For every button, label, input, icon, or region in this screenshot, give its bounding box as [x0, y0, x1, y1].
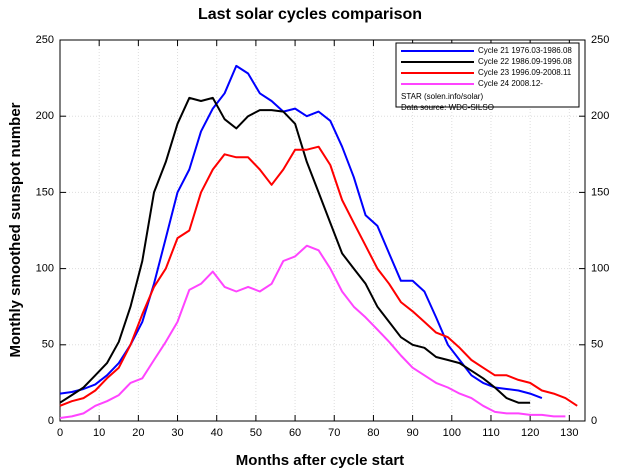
y2-tick-label: 200: [591, 110, 609, 122]
y-tick-label: 100: [36, 263, 54, 275]
y-tick-label: 200: [36, 110, 54, 122]
series-line: [59, 64, 543, 400]
y2-tick-label: 50: [591, 339, 603, 351]
y2-tick-label: 0: [591, 415, 597, 427]
x-tick-label: 0: [57, 427, 63, 439]
x-tick-label: 110: [482, 427, 500, 439]
x-tick-label: 70: [328, 427, 340, 439]
y-axis-label: Monthly smoothed sunspot number: [7, 102, 24, 357]
y2-tick-label: 250: [591, 34, 609, 46]
x-axis-label: Months after cycle start: [236, 452, 404, 469]
series-line: [59, 244, 566, 419]
legend-label: Cycle 24 2008.12-: [478, 79, 543, 88]
legend-label: Cycle 21 1976.03-1986.08: [478, 46, 572, 55]
y2-tick-label: 100: [591, 263, 609, 275]
x-tick-label: 10: [93, 427, 105, 439]
x-tick-label: 90: [406, 427, 418, 439]
x-tick-label: 130: [560, 427, 578, 439]
y-tick-label: 150: [36, 186, 54, 198]
annotation: Data source: WDC-SILSO: [401, 103, 494, 112]
y-tick-label: 250: [36, 34, 54, 46]
x-tick-label: 60: [289, 427, 301, 439]
legend-label: Cycle 23 1996.09-2008.11: [478, 68, 572, 77]
legend-label: Cycle 22 1986.09-1996.08: [478, 57, 572, 66]
chart-title: Last solar cycles comparison: [198, 6, 422, 23]
y-tick-label: 50: [42, 339, 54, 351]
y-tick-label: 0: [48, 415, 54, 427]
series-line: [59, 96, 531, 404]
x-tick-label: 30: [171, 427, 183, 439]
x-tick-label: 40: [211, 427, 223, 439]
x-tick-label: 120: [521, 427, 539, 439]
x-tick-label: 80: [367, 427, 379, 439]
legend-box: [395, 42, 580, 108]
annotation: STAR (solen.info/solar): [401, 92, 483, 101]
plot-frame: [59, 39, 586, 422]
y2-tick-label: 150: [591, 186, 609, 198]
x-tick-label: 100: [443, 427, 461, 439]
x-tick-label: 20: [132, 427, 144, 439]
x-tick-label: 50: [250, 427, 262, 439]
series-line: [59, 145, 578, 407]
